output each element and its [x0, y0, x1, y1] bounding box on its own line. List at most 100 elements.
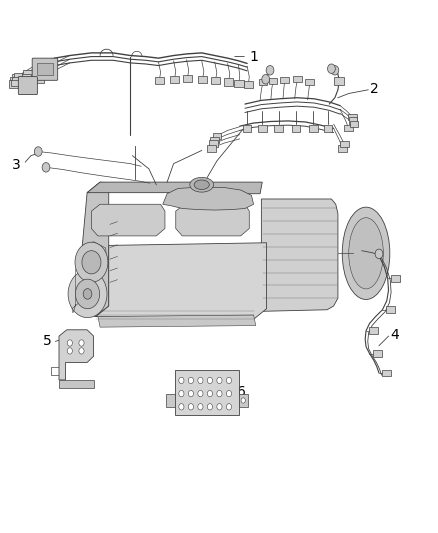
Polygon shape: [210, 137, 219, 143]
Polygon shape: [198, 76, 207, 83]
Ellipse shape: [194, 180, 209, 190]
Circle shape: [79, 348, 84, 354]
Circle shape: [328, 64, 336, 74]
Circle shape: [226, 377, 232, 384]
Polygon shape: [11, 80, 20, 86]
Circle shape: [75, 242, 108, 282]
Circle shape: [375, 249, 383, 259]
Circle shape: [188, 377, 194, 384]
Text: 4: 4: [390, 328, 399, 342]
Polygon shape: [166, 394, 175, 407]
Polygon shape: [37, 72, 46, 79]
Circle shape: [34, 147, 42, 156]
Polygon shape: [269, 78, 277, 84]
Polygon shape: [292, 125, 300, 132]
Polygon shape: [373, 350, 381, 357]
Polygon shape: [261, 199, 338, 311]
Polygon shape: [35, 76, 44, 83]
Polygon shape: [207, 145, 215, 151]
Polygon shape: [391, 274, 400, 281]
Text: 2: 2: [371, 82, 379, 96]
FancyBboxPatch shape: [18, 77, 37, 94]
Circle shape: [75, 279, 100, 309]
Polygon shape: [12, 74, 21, 82]
Ellipse shape: [342, 207, 390, 300]
Circle shape: [188, 403, 194, 410]
Polygon shape: [59, 380, 94, 388]
Circle shape: [262, 75, 270, 84]
Polygon shape: [176, 204, 249, 236]
Polygon shape: [163, 188, 254, 210]
Polygon shape: [293, 76, 302, 82]
Circle shape: [207, 377, 212, 384]
Circle shape: [83, 289, 92, 299]
Circle shape: [217, 391, 222, 397]
Polygon shape: [14, 74, 22, 80]
Polygon shape: [76, 182, 109, 317]
Circle shape: [42, 163, 50, 172]
Circle shape: [188, 391, 194, 397]
Bar: [175, 370, 239, 415]
Polygon shape: [280, 77, 289, 84]
Polygon shape: [59, 330, 94, 380]
Polygon shape: [239, 394, 247, 407]
Circle shape: [67, 340, 72, 346]
Circle shape: [226, 391, 232, 397]
Circle shape: [241, 398, 245, 403]
Polygon shape: [224, 78, 233, 86]
Polygon shape: [12, 77, 21, 83]
Circle shape: [67, 348, 72, 354]
Polygon shape: [309, 125, 318, 132]
Circle shape: [226, 403, 232, 410]
Circle shape: [198, 391, 203, 397]
Polygon shape: [335, 77, 344, 85]
Polygon shape: [305, 79, 314, 85]
Polygon shape: [324, 125, 332, 132]
Text: 1: 1: [249, 50, 258, 63]
Polygon shape: [258, 125, 267, 132]
Circle shape: [266, 66, 274, 75]
Polygon shape: [39, 68, 49, 75]
Polygon shape: [243, 125, 251, 132]
Polygon shape: [22, 74, 32, 82]
Polygon shape: [211, 77, 220, 84]
Ellipse shape: [190, 177, 214, 192]
Circle shape: [68, 270, 107, 318]
Polygon shape: [170, 76, 179, 83]
Polygon shape: [234, 80, 244, 87]
Polygon shape: [92, 204, 165, 236]
Circle shape: [79, 340, 84, 346]
Circle shape: [207, 403, 212, 410]
Circle shape: [217, 403, 222, 410]
Polygon shape: [87, 182, 262, 193]
Polygon shape: [155, 77, 164, 84]
Polygon shape: [338, 145, 347, 151]
FancyBboxPatch shape: [32, 58, 58, 80]
Text: 6: 6: [237, 385, 246, 399]
Circle shape: [179, 403, 184, 410]
Polygon shape: [348, 114, 357, 120]
Polygon shape: [274, 125, 283, 132]
Ellipse shape: [349, 217, 383, 289]
Polygon shape: [370, 327, 378, 334]
Circle shape: [179, 377, 184, 384]
Polygon shape: [9, 80, 18, 88]
Polygon shape: [96, 243, 267, 319]
Polygon shape: [259, 79, 268, 85]
Bar: [36, 63, 53, 75]
Text: 3: 3: [12, 158, 21, 172]
Polygon shape: [350, 121, 358, 127]
Polygon shape: [340, 141, 349, 147]
Polygon shape: [349, 117, 357, 124]
Circle shape: [82, 251, 101, 274]
Polygon shape: [212, 133, 221, 139]
Circle shape: [179, 391, 184, 397]
Circle shape: [198, 377, 203, 384]
Circle shape: [207, 391, 212, 397]
Polygon shape: [23, 70, 32, 78]
Circle shape: [331, 66, 339, 75]
Polygon shape: [10, 77, 20, 85]
Circle shape: [198, 403, 203, 410]
Polygon shape: [344, 125, 353, 132]
Polygon shape: [386, 306, 395, 313]
